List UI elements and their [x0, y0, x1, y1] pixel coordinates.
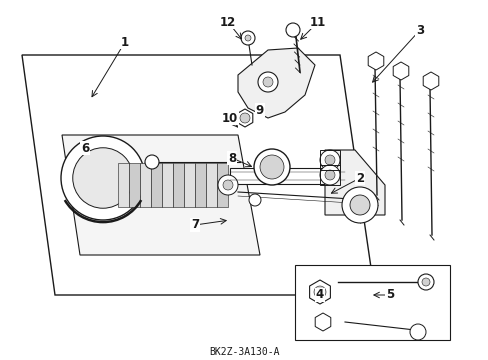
Text: 9: 9: [255, 104, 264, 117]
Circle shape: [325, 170, 334, 180]
Text: 5: 5: [385, 288, 393, 302]
Circle shape: [61, 136, 145, 220]
Bar: [140, 163, 151, 207]
Bar: [151, 163, 162, 207]
Circle shape: [223, 180, 232, 190]
Text: 2: 2: [355, 171, 364, 184]
Circle shape: [349, 195, 369, 215]
Text: 1: 1: [121, 36, 129, 49]
Bar: [118, 163, 129, 207]
Circle shape: [145, 155, 159, 169]
Circle shape: [285, 23, 299, 37]
Circle shape: [241, 31, 254, 45]
Polygon shape: [62, 135, 260, 255]
Polygon shape: [238, 48, 314, 118]
Bar: [195, 163, 205, 207]
Bar: [319, 165, 339, 185]
Circle shape: [248, 194, 261, 206]
Circle shape: [325, 155, 334, 165]
Bar: [183, 163, 195, 207]
Circle shape: [319, 165, 339, 185]
Circle shape: [73, 148, 133, 208]
Text: 3: 3: [415, 23, 423, 36]
Text: 7: 7: [190, 219, 199, 231]
Circle shape: [218, 175, 238, 195]
Circle shape: [319, 150, 339, 170]
Text: 12: 12: [220, 15, 236, 28]
Polygon shape: [325, 150, 384, 215]
Text: 6: 6: [81, 141, 89, 154]
Polygon shape: [22, 55, 374, 295]
Circle shape: [263, 77, 272, 87]
Bar: [319, 150, 339, 170]
Bar: [162, 163, 173, 207]
Bar: [129, 163, 140, 207]
Circle shape: [260, 155, 284, 179]
Text: 8: 8: [227, 152, 236, 165]
Circle shape: [409, 324, 425, 340]
Circle shape: [258, 72, 278, 92]
Text: 4: 4: [315, 288, 324, 302]
Circle shape: [253, 149, 289, 185]
Circle shape: [417, 274, 433, 290]
Circle shape: [421, 278, 429, 286]
Bar: [173, 163, 183, 207]
Text: 11: 11: [309, 15, 325, 28]
Text: 10: 10: [222, 112, 238, 125]
Text: BK2Z-3A130-A: BK2Z-3A130-A: [209, 347, 279, 357]
Bar: [217, 163, 227, 207]
Circle shape: [240, 113, 249, 123]
Bar: [205, 163, 217, 207]
Polygon shape: [294, 265, 449, 340]
Circle shape: [341, 187, 377, 223]
Circle shape: [313, 286, 325, 298]
Bar: [229, 168, 345, 184]
Circle shape: [244, 35, 250, 41]
